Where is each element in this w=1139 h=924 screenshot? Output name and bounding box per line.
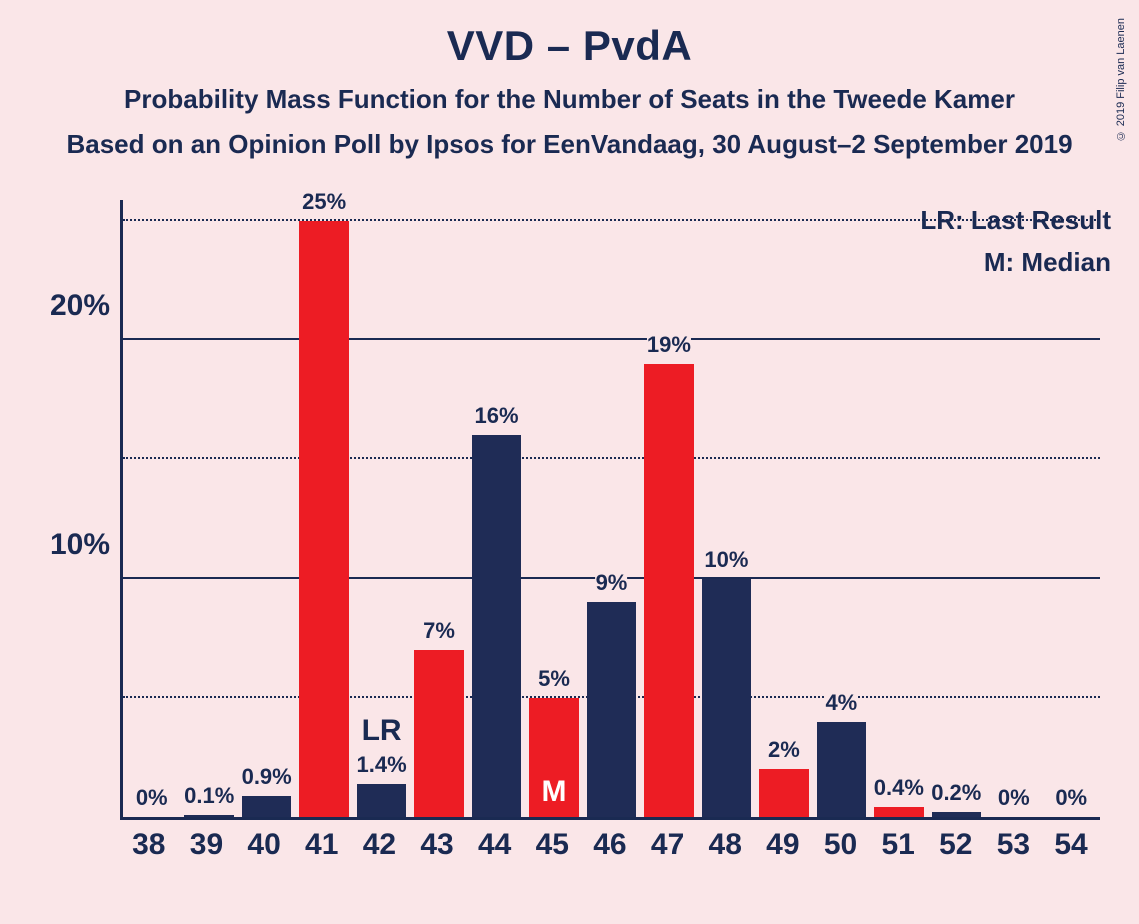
bar-slot: 19%: [640, 200, 697, 817]
bar-value-label: 2%: [768, 737, 800, 763]
bar-value-label: 0.2%: [931, 780, 981, 806]
bar: 5%M: [529, 698, 578, 817]
x-axis-tick-label: 51: [869, 828, 927, 862]
bar-value-label: 4%: [825, 690, 857, 716]
bar-slot: 2%: [755, 200, 812, 817]
bar: 19%: [644, 364, 693, 817]
bar-slot: 5% M: [525, 200, 582, 817]
y-axis-tick-label: 20%: [50, 289, 110, 323]
x-axis-tick-label: 53: [985, 828, 1043, 862]
x-axis-tick-label: 44: [466, 828, 524, 862]
bar-slot: 0.4%: [870, 200, 927, 817]
bar: 1.4%LR: [357, 784, 406, 817]
bar-value-label: 0.9%: [242, 764, 292, 790]
bar: 0.4%: [874, 807, 923, 817]
x-axis-tick-label: 39: [178, 828, 236, 862]
bar: 9%: [587, 602, 636, 817]
x-axis-tick-label: 46: [581, 828, 639, 862]
bar: 16%: [472, 435, 521, 817]
bar: 7%: [414, 650, 463, 817]
bar-slot: 0.9%: [238, 200, 295, 817]
bar-value-label: 0.1%: [184, 783, 234, 809]
bars-container: 0%0.1%0.9%25%1.4%LR7%16%5%M9%19%10%2%4%0…: [123, 200, 1100, 817]
bar-slot: 0%: [1043, 200, 1100, 817]
bar: 0.2%: [932, 812, 981, 817]
chart-subtitle-1: Probability Mass Function for the Number…: [0, 84, 1139, 115]
bar-slot: 10%: [698, 200, 755, 817]
x-axis-tick-label: 41: [293, 828, 351, 862]
bar-slot: 4%: [813, 200, 870, 817]
bar-value-label: 16%: [475, 403, 519, 429]
bar-value-label: 7%: [423, 618, 455, 644]
m-marker: M: [542, 775, 567, 809]
bar-slot: 9%: [583, 200, 640, 817]
bar-value-label: 19%: [647, 332, 691, 358]
bar: 25%: [299, 221, 348, 817]
copyright-notice: © 2019 Filip van Laenen: [1115, 18, 1127, 141]
bar-value-label: 5%: [538, 666, 570, 692]
bar-value-label: 10%: [704, 547, 748, 573]
bar-value-label: 0%: [1055, 785, 1087, 811]
x-axis-tick-label: 48: [696, 828, 754, 862]
y-axis-tick-label: 10%: [50, 528, 110, 562]
x-axis-tick-label: 50: [812, 828, 870, 862]
chart-subtitle-2: Based on an Opinion Poll by Ipsos for Ee…: [0, 129, 1139, 160]
x-axis-tick-label: 43: [408, 828, 466, 862]
chart-title: VVD – PvdA: [0, 0, 1139, 70]
bar: 0.1%: [184, 815, 233, 817]
bar-value-label: 25%: [302, 189, 346, 215]
x-axis-tick-label: 49: [754, 828, 812, 862]
bar-slot: 7%: [410, 200, 467, 817]
x-axis-labels: 3839404142434445464748495051525354: [120, 828, 1100, 862]
bar-slot: 0%: [123, 200, 180, 817]
bar-slot: 0.1%: [180, 200, 237, 817]
x-axis-tick-label: 54: [1042, 828, 1100, 862]
bar-slot: 0%: [985, 200, 1042, 817]
bar-value-label: 9%: [596, 570, 628, 596]
lr-marker: LR: [362, 714, 402, 748]
bar-value-label: 0%: [998, 785, 1030, 811]
bar-chart: 10%20% 0%0.1%0.9%25%1.4%LR7%16%5%M9%19%1…: [120, 200, 1100, 820]
bar: 10%: [702, 579, 751, 817]
x-axis-tick-label: 52: [927, 828, 985, 862]
bar-slot: 25%: [295, 200, 352, 817]
x-axis-tick-label: 42: [351, 828, 409, 862]
x-axis-tick-label: 45: [523, 828, 581, 862]
bar-slot: 16%: [468, 200, 525, 817]
bar-slot: 1.4% LR: [353, 200, 410, 817]
bar: 2%: [759, 769, 808, 817]
bar-value-label: 0%: [136, 785, 168, 811]
x-axis-tick-label: 38: [120, 828, 178, 862]
x-axis-tick-label: 40: [235, 828, 293, 862]
bar-slot: 0.2%: [928, 200, 985, 817]
bar: 4%: [817, 722, 866, 817]
x-axis-tick-label: 47: [639, 828, 697, 862]
bar-value-label: 0.4%: [874, 775, 924, 801]
bar: 0.9%: [242, 796, 291, 817]
bar-value-label: 1.4%: [357, 752, 407, 778]
